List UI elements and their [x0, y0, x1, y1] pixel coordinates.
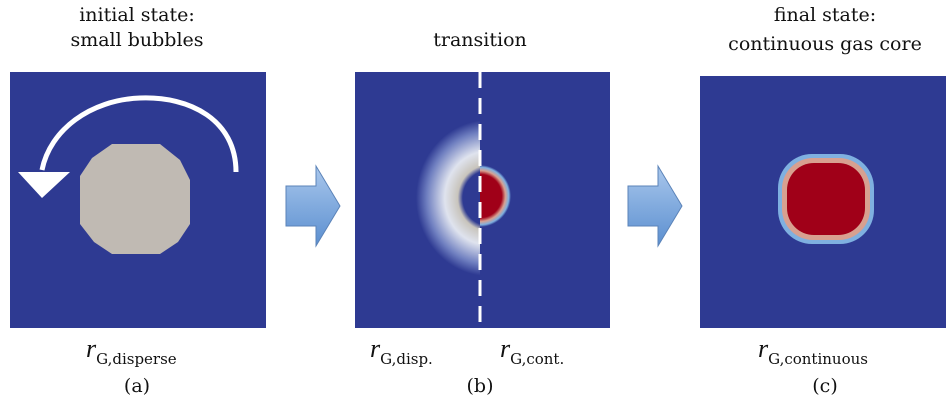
panel-b [355, 72, 610, 328]
caption: (b) [467, 375, 494, 397]
panel-title: continuous gas core [728, 33, 922, 55]
caption: (c) [812, 375, 837, 397]
subscript: G,disperse [96, 350, 177, 368]
label: rG,continuous [758, 334, 868, 368]
panel-title: initial state: [79, 4, 195, 26]
subscript: G,disp. [380, 350, 433, 368]
arrow [628, 166, 682, 246]
panel-a [10, 72, 266, 328]
bubbles [80, 144, 190, 254]
panel-title: final state: [774, 4, 876, 26]
subscript: G,cont. [510, 350, 564, 368]
panel-title: small bubbles [70, 29, 203, 51]
label: rG,disp. [370, 334, 433, 368]
caption: (a) [124, 375, 150, 397]
gas-core [787, 163, 865, 235]
subscript: G,continuous [768, 350, 868, 368]
panel-c [700, 76, 946, 328]
arrow [286, 166, 340, 246]
figure: initial state: small bubbles transition … [0, 0, 946, 407]
label: rG,disperse [86, 334, 177, 368]
label: rG,cont. [500, 334, 564, 368]
panel-title: transition [433, 29, 527, 51]
